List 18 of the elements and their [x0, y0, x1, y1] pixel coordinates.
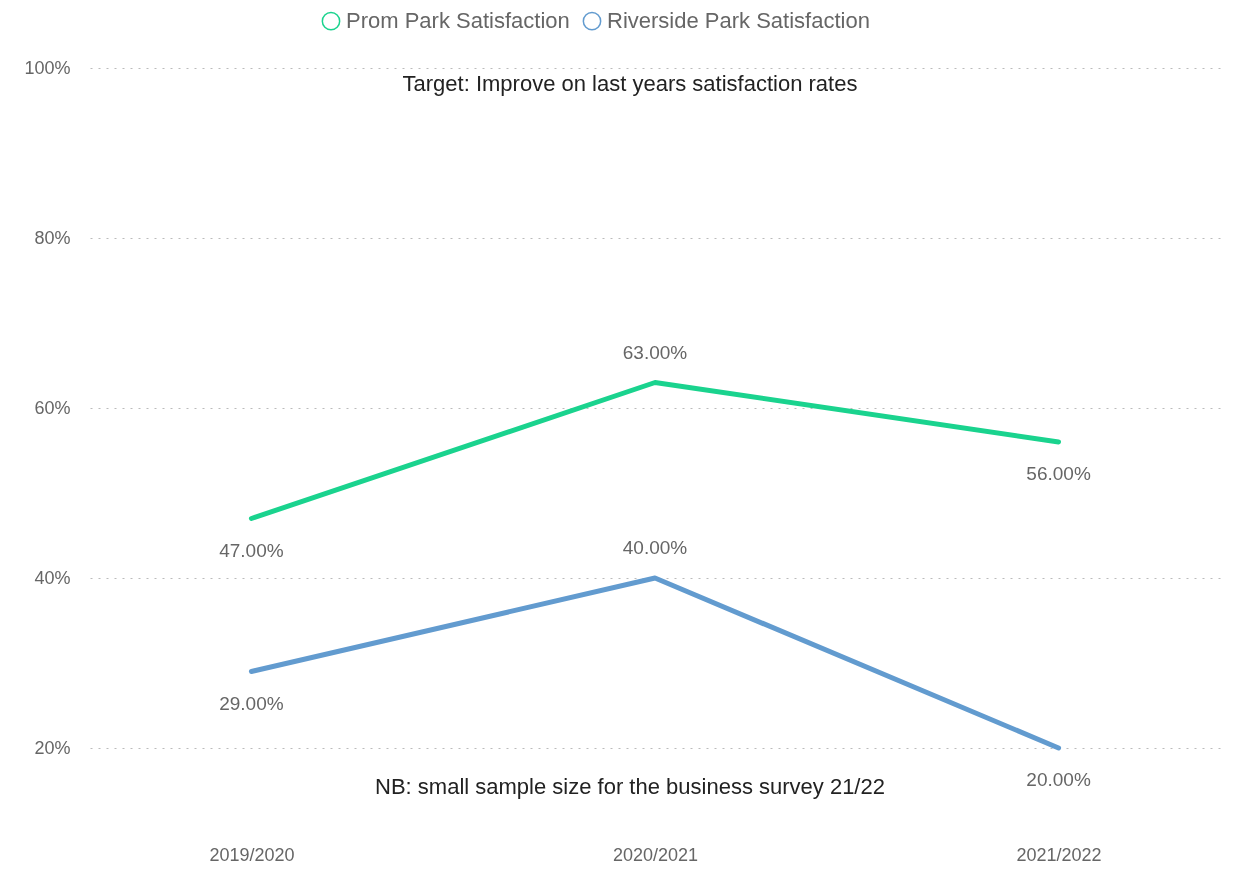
- legend-label: Prom Park Satisfaction: [346, 8, 570, 34]
- y-tick-label: 60%: [34, 397, 71, 418]
- x-tick-label: 2019/2020: [209, 844, 295, 865]
- data-label: 47.00%: [219, 539, 284, 561]
- text: NB: small sample size for the business survey 21/22: [375, 774, 885, 799]
- x-tick-label: 2021/2022: [1016, 844, 1102, 865]
- y-tick-label: 100%: [24, 57, 71, 78]
- y-tick-label: 80%: [34, 227, 71, 248]
- y-tick-label: 40%: [34, 567, 71, 588]
- data-label: 29.00%: [219, 692, 284, 714]
- x-tick-label: 2020/2021: [612, 844, 699, 865]
- annotation: Target: Improve on last years satisfaction rates: [402, 71, 858, 96]
- data-label: 20.00%: [1026, 769, 1091, 790]
- data-label: 63.00%: [622, 341, 688, 363]
- data-label: 40.00%: [622, 537, 688, 558]
- y-tick-label: 20%: [34, 737, 71, 758]
- legend-label: Riverside Park Satisfaction: [607, 8, 870, 34]
- data-label: 56.00%: [1026, 463, 1091, 484]
